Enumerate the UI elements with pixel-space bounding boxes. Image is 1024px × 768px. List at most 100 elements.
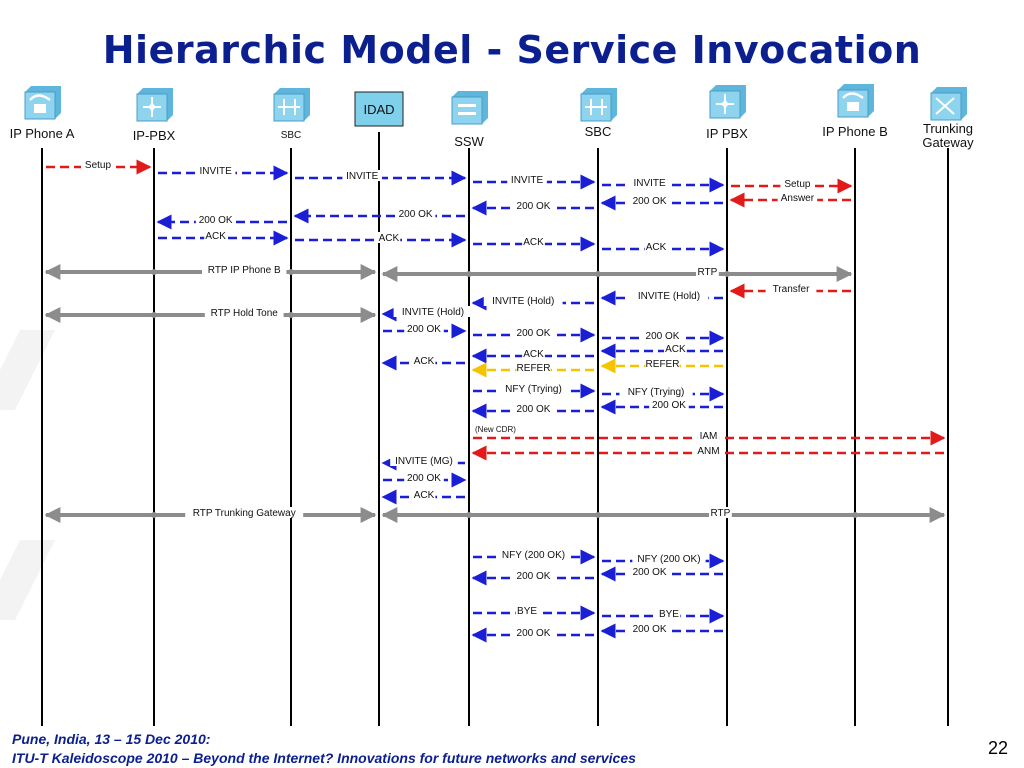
message-label: 200 OK <box>199 215 233 226</box>
message-label-bg <box>513 627 554 638</box>
message-4: INVITE <box>602 177 725 193</box>
message-49: 200 OK <box>471 627 594 643</box>
message-label-bg <box>697 445 720 456</box>
message-label-bg <box>645 358 680 369</box>
message-30: NFY (Trying) <box>473 383 596 399</box>
message-label: 200 OK <box>517 201 551 212</box>
message-label-bg <box>696 266 719 277</box>
message-label: ACK <box>646 242 667 253</box>
message-label-bg <box>377 232 401 243</box>
entity-label: Trunking Gateway <box>922 121 974 150</box>
ip-phone-icon <box>24 86 61 120</box>
message-label-bg <box>202 264 287 275</box>
message-label-bg <box>204 307 284 318</box>
message-46: BYE <box>473 605 596 621</box>
message-label: INVITE (Hold) <box>492 296 554 307</box>
message-label: ACK <box>523 237 544 248</box>
message-38: 200 OK <box>383 472 467 488</box>
message-label-bg <box>513 403 554 414</box>
message-16: RTP <box>381 266 853 282</box>
message-label: BYE <box>659 609 679 620</box>
message-label-bg <box>765 283 817 294</box>
entity-ssw: SSW <box>451 91 488 149</box>
message-label-bg <box>195 214 236 225</box>
message-label: 200 OK <box>652 400 686 411</box>
message-label-bg <box>483 295 563 306</box>
message-label: 200 OK <box>646 331 680 342</box>
message-label-bg <box>657 608 681 619</box>
message-label: ACK <box>523 349 544 360</box>
message-47: BYE <box>602 608 725 624</box>
message-11: ACK <box>158 230 289 246</box>
message-27: ACK <box>381 355 465 371</box>
message-40: RTP Trunking Gateway <box>44 507 377 523</box>
message-label-bg <box>664 343 687 354</box>
entity-label: IP-PBX <box>133 128 176 143</box>
message-label: REFER <box>517 363 551 374</box>
message-label-bg <box>629 290 709 301</box>
ip-phone-icon <box>837 84 874 118</box>
message-23: 200 OK <box>473 327 596 343</box>
message-label: ACK <box>665 344 686 355</box>
message-label-bg <box>195 165 236 176</box>
message-label-bg <box>412 489 436 500</box>
message-label-bg <box>507 174 547 185</box>
message-24: 200 OK <box>602 330 725 346</box>
message-32: 200 OK <box>600 399 723 415</box>
message-label-bg <box>412 355 436 366</box>
message-label: NFY (Trying) <box>628 387 685 398</box>
message-label-bg <box>393 306 473 317</box>
message-label-bg <box>649 399 689 410</box>
message-label: Transfer <box>773 284 811 295</box>
message-label: ANM <box>697 446 719 457</box>
message-label: NFY (Trying) <box>505 384 562 395</box>
entity-ip-pbx-right: IP PBX <box>706 85 748 141</box>
message-label: ACK <box>414 356 435 367</box>
message-label: ACK <box>379 233 400 244</box>
entity-ip-phone-a: IP Phone A <box>10 86 75 141</box>
message-label-bg <box>390 455 458 466</box>
message-48: 200 OK <box>600 623 723 639</box>
message-9: 200 OK <box>293 208 465 224</box>
message-label: Answer <box>781 193 815 204</box>
message-31: NFY (Trying) <box>602 386 725 402</box>
message-21: INVITE (Hold) <box>381 306 473 322</box>
pbx-icon <box>136 88 173 122</box>
ssw-icon <box>451 91 488 125</box>
message-13: ACK <box>473 236 596 252</box>
message-label: 200 OK <box>633 567 667 578</box>
entity-idad: IDAD <box>354 91 404 127</box>
message-29: REFER <box>471 362 594 378</box>
entity-sbc-right: SBC <box>580 88 617 139</box>
message-33: 200 OK <box>471 403 594 419</box>
message-6: Answer <box>729 192 851 208</box>
message-label-bg <box>629 177 670 188</box>
message-label-bg <box>404 323 444 334</box>
message-label-bg <box>697 430 720 441</box>
message-3: INVITE <box>473 174 596 190</box>
message-label-bg <box>619 386 693 397</box>
message-label: NFY (200 OK) <box>502 550 565 561</box>
message-label-bg <box>629 195 670 206</box>
message-label-bg <box>404 472 444 483</box>
message-label: RTP Hold Tone <box>211 308 279 319</box>
message-label-bg <box>496 549 571 560</box>
message-label-bg <box>513 200 554 211</box>
message-label: NFY (200 OK) <box>637 554 700 565</box>
message-45: 200 OK <box>471 570 594 586</box>
entity-label: IP PBX <box>706 126 748 141</box>
idad-box-icon <box>354 91 404 127</box>
message-label: Setup <box>85 160 112 171</box>
entity-label: IP Phone B <box>822 124 888 139</box>
entity-trunking-gateway: Trunking Gateway <box>922 87 974 150</box>
entity-ip-phone-b: IP Phone B <box>822 84 888 139</box>
message-label-bg <box>709 507 732 518</box>
message-12: ACK <box>295 232 467 248</box>
message-15: RTP IP Phone B <box>44 264 377 280</box>
page-title: Hierarchic Model - Service Invocation <box>102 28 922 72</box>
message-label-bg <box>496 383 571 394</box>
message-label: 200 OK <box>633 624 667 635</box>
message-label-bg <box>629 623 670 634</box>
message-label-bg <box>516 362 551 373</box>
